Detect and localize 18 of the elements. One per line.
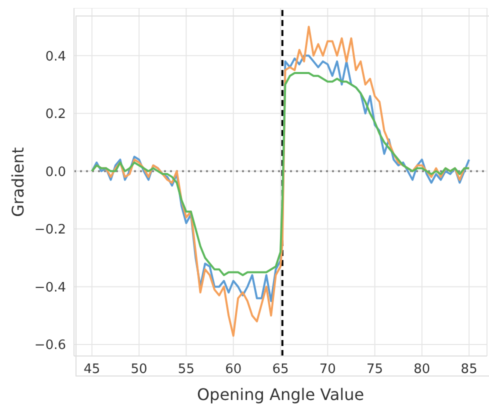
- x-tick-label: 45: [84, 362, 100, 378]
- x-tick-label: 50: [130, 362, 148, 378]
- y-tick-label: 0.0: [45, 164, 66, 180]
- y-tick-label: 0.4: [45, 49, 66, 64]
- y-tick-label: 0.2: [45, 107, 66, 122]
- x-tick-label: 65: [272, 362, 289, 378]
- y-tick-label: −0.2: [34, 222, 66, 238]
- x-tick-label: 55: [178, 362, 194, 378]
- x-axis-title: Opening Angle Value: [196, 385, 364, 404]
- x-tick-label: 80: [414, 362, 430, 378]
- line-series: [90, 72, 470, 276]
- y-tick-label: −0.4: [34, 280, 66, 296]
- x-tick-label: 60: [225, 362, 242, 378]
- y-tick-label: −0.6: [34, 338, 66, 354]
- x-tick-label: 70: [319, 362, 336, 378]
- y-axis-title: Gradient: [8, 147, 28, 217]
- x-tick-label: 75: [366, 362, 384, 378]
- x-tick-label: 85: [460, 362, 478, 378]
